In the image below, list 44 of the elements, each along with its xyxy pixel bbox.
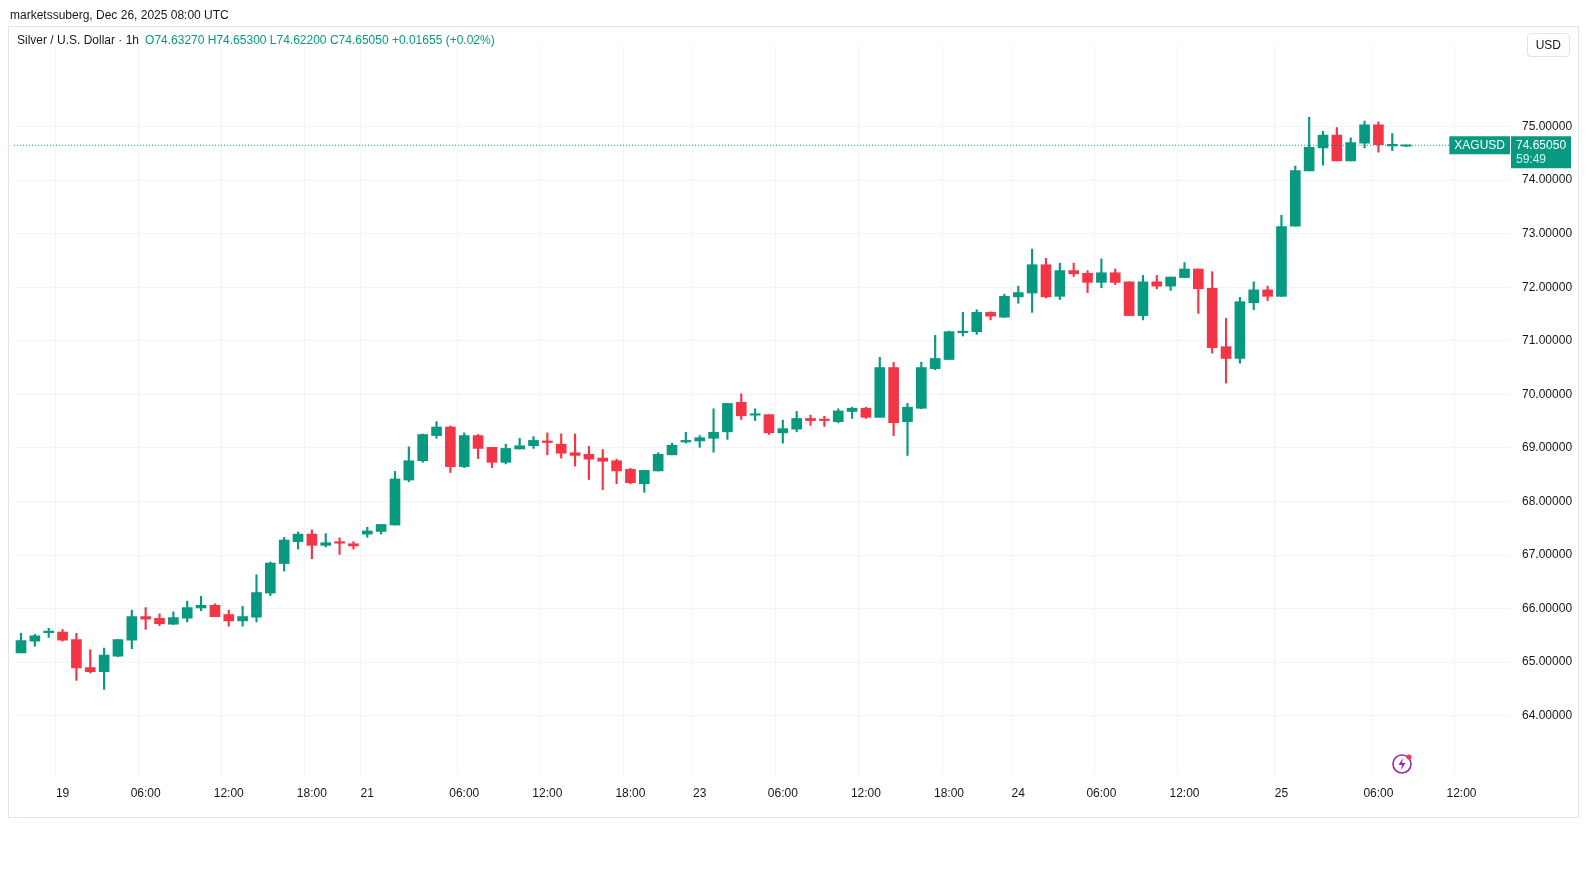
candlestick [1096,258,1107,289]
x-tick-label: 06:00 [130,786,162,801]
candlestick [1123,281,1135,316]
candlestick [749,408,761,421]
y-tick-label: 71.00000 [1522,333,1573,348]
y-tick-label: 75.00000 [1522,118,1573,133]
y-tick-label: 68.00000 [1522,493,1573,508]
y-tick-label: 66.00000 [1522,600,1573,615]
y-tick-label: 65.00000 [1522,654,1573,669]
x-tick-label: 06:00 [1363,786,1394,801]
x-tick-label: 12:00 [850,786,882,801]
x-tick-label: 19 [55,786,70,801]
x-tick-label: 18:00 [615,786,646,801]
x-tick-label: 18:00 [296,786,328,801]
y-tick-label: 64.00000 [1522,708,1573,722]
text: 74.65050 [1516,137,1567,152]
y-axis-title: USD [1526,33,1570,57]
chart-title: Silver / U.S. Dollar · 1h [17,33,140,47]
y-tick-label: 67.00000 [1522,547,1573,562]
text: marketssuberg, Dec 26, 2025 08:00 UTC [9,8,230,24]
x-tick-label: 06:00 [1086,786,1117,801]
x-tick-label: 12:00 [1169,786,1200,801]
y-tick-label: 69.00000 [1522,440,1573,455]
x-tick-label: 12:00 [1446,786,1477,801]
candlestick [320,533,332,548]
x-tick-label: 06:00 [449,786,480,801]
x-tick-label: 21 [360,786,375,801]
y-tick-label: 73.00000 [1522,225,1573,240]
y-tick-label: 70.00000 [1522,386,1573,401]
y-tick-label: 72.00000 [1522,279,1573,294]
text: 59:49 [1516,151,1547,166]
x-tick-label: 12:00 [213,786,245,801]
x-tick-label: 24 [1011,786,1026,801]
x-tick-label: 23 [693,786,707,801]
chart-subtitle: O74.63270 H74.65300 L74.62200 C74.65050 +0.01655 (+0.02%) [145,33,495,47]
x-tick-label: 25 [1274,786,1289,801]
x-tick-label: 18:00 [934,786,965,801]
candlestick [1109,268,1121,285]
ref-line-label: XAGUSD [1454,137,1506,152]
x-tick-label: 12:00 [532,786,563,801]
y-tick-label: 74.00000 [1522,172,1573,187]
x-tick-label: 06:00 [767,786,799,801]
candlestick [140,607,151,630]
candlestick [334,537,345,555]
